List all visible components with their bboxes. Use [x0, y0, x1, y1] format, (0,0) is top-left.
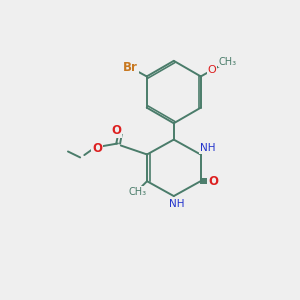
Text: NH: NH — [169, 200, 184, 209]
Text: O: O — [92, 142, 102, 155]
Text: Br: Br — [123, 61, 138, 74]
Text: O: O — [111, 124, 122, 137]
Text: NH: NH — [200, 143, 216, 153]
Text: CH₃: CH₃ — [218, 57, 237, 67]
Text: CH₃: CH₃ — [128, 187, 147, 196]
Text: O: O — [208, 175, 218, 188]
Text: O: O — [208, 65, 217, 75]
